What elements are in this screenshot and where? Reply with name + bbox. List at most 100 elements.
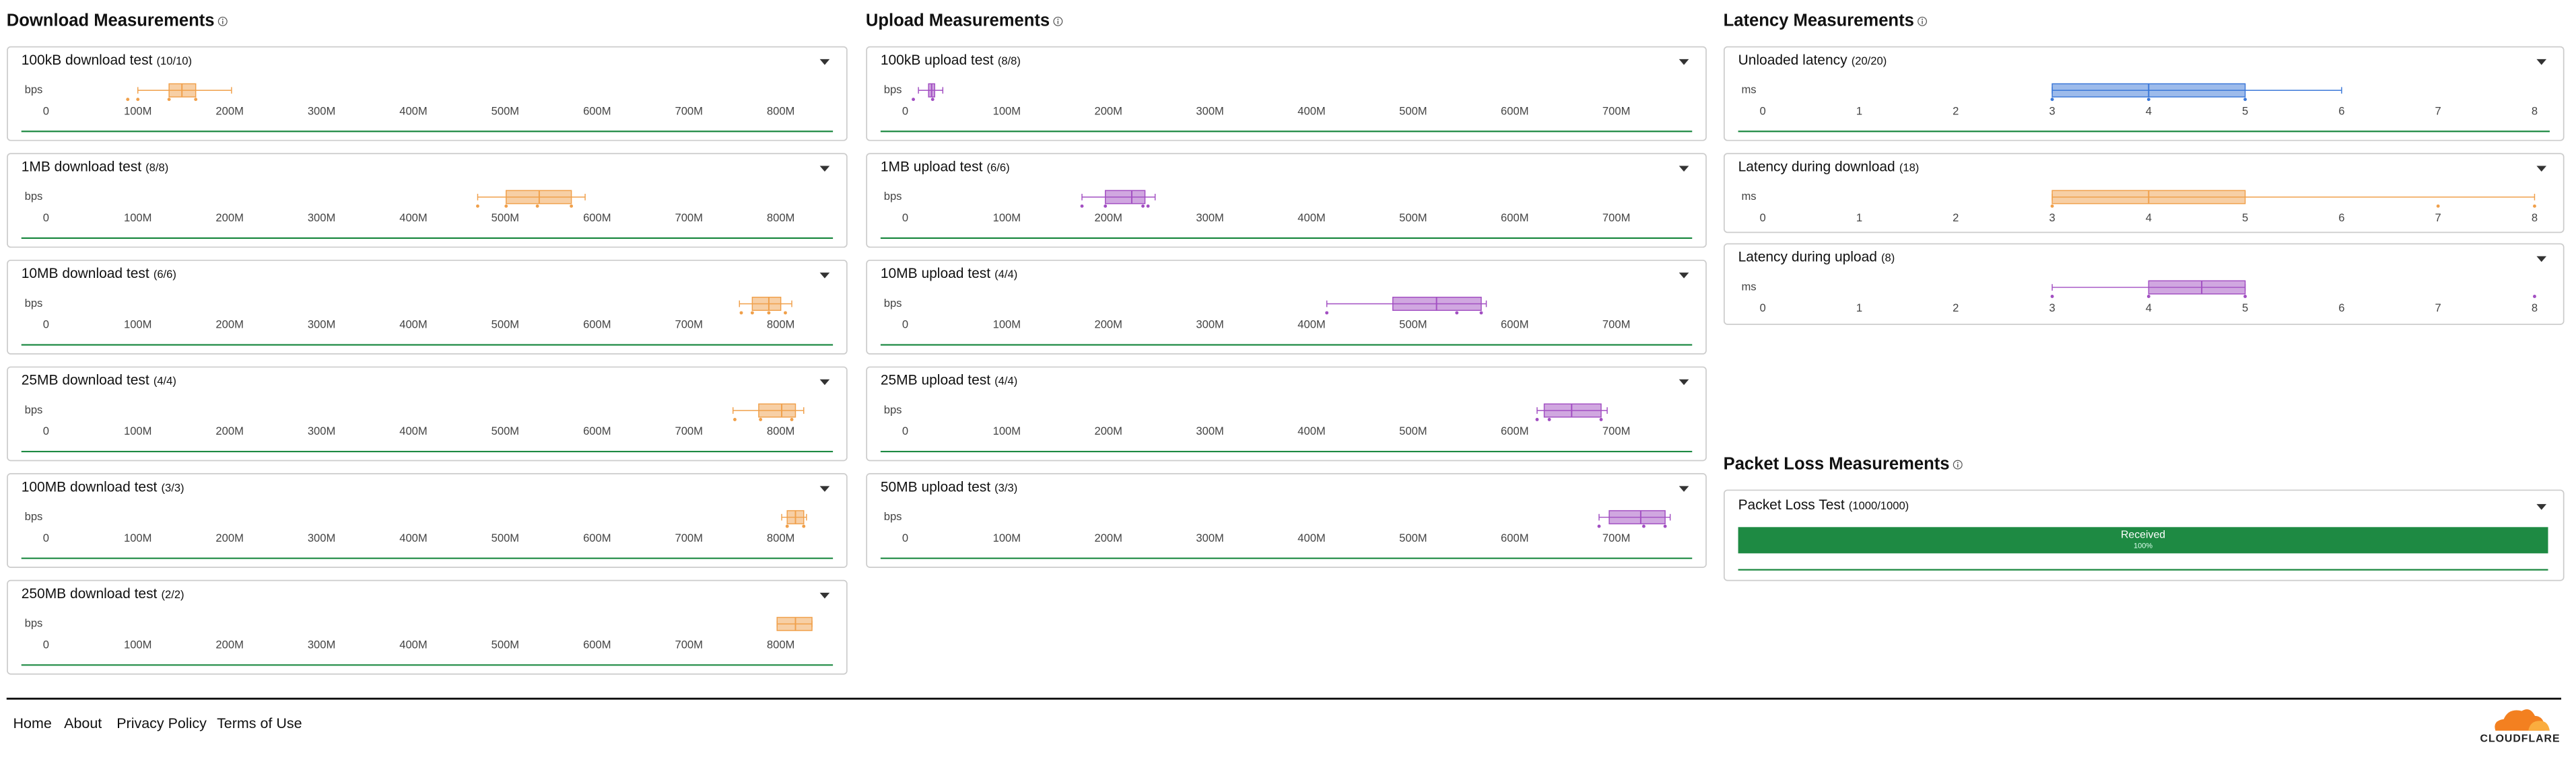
panel-count: (6/6) bbox=[154, 268, 176, 281]
footer-link[interactable]: Privacy Policy bbox=[116, 715, 207, 731]
info-icon bbox=[1053, 16, 1063, 26]
panel bbox=[7, 259, 848, 355]
x-tick-label: 100M bbox=[993, 425, 1021, 437]
x-tick-label: 200M bbox=[1094, 104, 1122, 117]
axis-unit: bps bbox=[884, 83, 902, 96]
axis-unit: bps bbox=[25, 83, 43, 96]
panel-title: 250MB download test bbox=[22, 586, 158, 602]
section-title: Upload Measurements bbox=[866, 11, 1050, 30]
data-point bbox=[2243, 98, 2247, 102]
x-tick-label: 400M bbox=[399, 532, 427, 544]
x-tick-label: 100M bbox=[124, 211, 151, 224]
x-tick-label: 200M bbox=[1094, 425, 1122, 437]
axis-unit: ms bbox=[1741, 190, 1756, 203]
x-tick-label: 0 bbox=[902, 211, 908, 224]
section-title: Latency Measurements bbox=[1724, 11, 1914, 30]
logo-text: CLOUDFLARE bbox=[2480, 733, 2561, 744]
x-tick-label: 800M bbox=[767, 638, 794, 651]
x-tick-label: 300M bbox=[1196, 211, 1223, 224]
dropdown-toggle[interactable] bbox=[2536, 504, 2547, 510]
axis-unit: bps bbox=[25, 190, 43, 203]
dropdown-toggle[interactable] bbox=[1679, 273, 1689, 279]
x-tick-label: 500M bbox=[1399, 318, 1427, 331]
x-tick-label: 500M bbox=[492, 532, 519, 544]
panel-title: 10MB upload test bbox=[881, 266, 990, 281]
x-tick-label: 700M bbox=[1602, 532, 1630, 544]
dropdown-toggle[interactable] bbox=[819, 59, 830, 65]
dropdown-toggle[interactable] bbox=[1679, 486, 1689, 492]
panel-title: 100kB upload test bbox=[881, 52, 994, 68]
x-tick-label: 500M bbox=[1399, 211, 1427, 224]
panel-title: Unloaded latency bbox=[1738, 52, 1848, 68]
panel bbox=[7, 473, 848, 568]
data-point bbox=[750, 311, 754, 315]
x-tick-label: 800M bbox=[767, 318, 794, 331]
data-point bbox=[167, 98, 171, 102]
box bbox=[1608, 510, 1666, 525]
data-point bbox=[2050, 98, 2054, 102]
panel-count: (4/4) bbox=[154, 375, 176, 388]
x-tick-label: 400M bbox=[1297, 318, 1325, 331]
x-tick-label: 700M bbox=[1602, 104, 1630, 117]
dropdown-toggle[interactable] bbox=[2536, 59, 2547, 65]
x-tick-label: 500M bbox=[1399, 532, 1427, 544]
data-point bbox=[1535, 418, 1539, 421]
x-tick-label: 8 bbox=[2532, 301, 2538, 314]
data-point bbox=[767, 311, 771, 315]
x-tick-label: 700M bbox=[1602, 211, 1630, 224]
x-tick-label: 0 bbox=[1760, 301, 1766, 314]
panel bbox=[866, 473, 1707, 568]
dropdown-toggle[interactable] bbox=[1679, 166, 1689, 172]
data-point bbox=[1080, 204, 1084, 208]
dropdown-toggle[interactable] bbox=[2536, 256, 2547, 262]
x-tick-label: 300M bbox=[308, 638, 335, 651]
data-point bbox=[1455, 311, 1459, 315]
panel bbox=[7, 579, 848, 675]
footer-link[interactable]: About bbox=[64, 715, 102, 731]
x-tick-label: 7 bbox=[2435, 301, 2441, 314]
dropdown-toggle[interactable] bbox=[819, 273, 830, 279]
data-point bbox=[802, 524, 806, 528]
x-tick-label: 200M bbox=[215, 211, 243, 224]
x-tick-label: 0 bbox=[43, 318, 49, 331]
panel-title: Packet Loss Test bbox=[1738, 497, 1845, 513]
panel-count: (8/8) bbox=[998, 55, 1021, 67]
data-point bbox=[1141, 204, 1145, 208]
logo[interactable]: CLOUDFLARE bbox=[2480, 709, 2561, 744]
box bbox=[2148, 280, 2246, 295]
axis-unit: bps bbox=[25, 510, 43, 523]
panel bbox=[1723, 243, 2565, 325]
x-tick-label: 100M bbox=[993, 104, 1021, 117]
x-tick-label: 600M bbox=[1501, 211, 1528, 224]
data-point bbox=[136, 98, 140, 102]
axis-unit: bps bbox=[884, 190, 902, 203]
x-tick-label: 300M bbox=[308, 425, 335, 437]
x-tick-label: 700M bbox=[675, 211, 702, 224]
footer-link[interactable]: Terms of Use bbox=[217, 715, 302, 731]
data-point bbox=[1597, 524, 1601, 528]
x-tick-label: 200M bbox=[1094, 211, 1122, 224]
x-tick-label: 400M bbox=[399, 211, 427, 224]
axis-unit: bps bbox=[25, 403, 43, 416]
panel-count: (3/3) bbox=[161, 481, 184, 494]
x-tick-label: 500M bbox=[492, 425, 519, 437]
x-tick-label: 400M bbox=[1297, 211, 1325, 224]
data-point bbox=[1641, 524, 1646, 528]
x-tick-label: 800M bbox=[767, 211, 794, 224]
panel-count: (3/3) bbox=[994, 481, 1017, 494]
x-tick-label: 600M bbox=[583, 638, 611, 651]
dropdown-toggle[interactable] bbox=[819, 379, 830, 386]
data-point bbox=[2243, 295, 2247, 298]
x-tick-label: 400M bbox=[399, 638, 427, 651]
dropdown-toggle[interactable] bbox=[1679, 59, 1689, 65]
box bbox=[751, 296, 782, 311]
footer-link[interactable]: Home bbox=[13, 715, 52, 731]
x-tick-label: 500M bbox=[492, 638, 519, 651]
dropdown-toggle[interactable] bbox=[2536, 166, 2547, 172]
dropdown-toggle[interactable] bbox=[1679, 379, 1689, 386]
dropdown-toggle[interactable] bbox=[819, 486, 830, 492]
section-title: Packet Loss Measurements bbox=[1724, 454, 1950, 473]
axis-unit: bps bbox=[25, 297, 43, 310]
dropdown-toggle[interactable] bbox=[819, 166, 830, 172]
dropdown-toggle[interactable] bbox=[819, 592, 830, 599]
